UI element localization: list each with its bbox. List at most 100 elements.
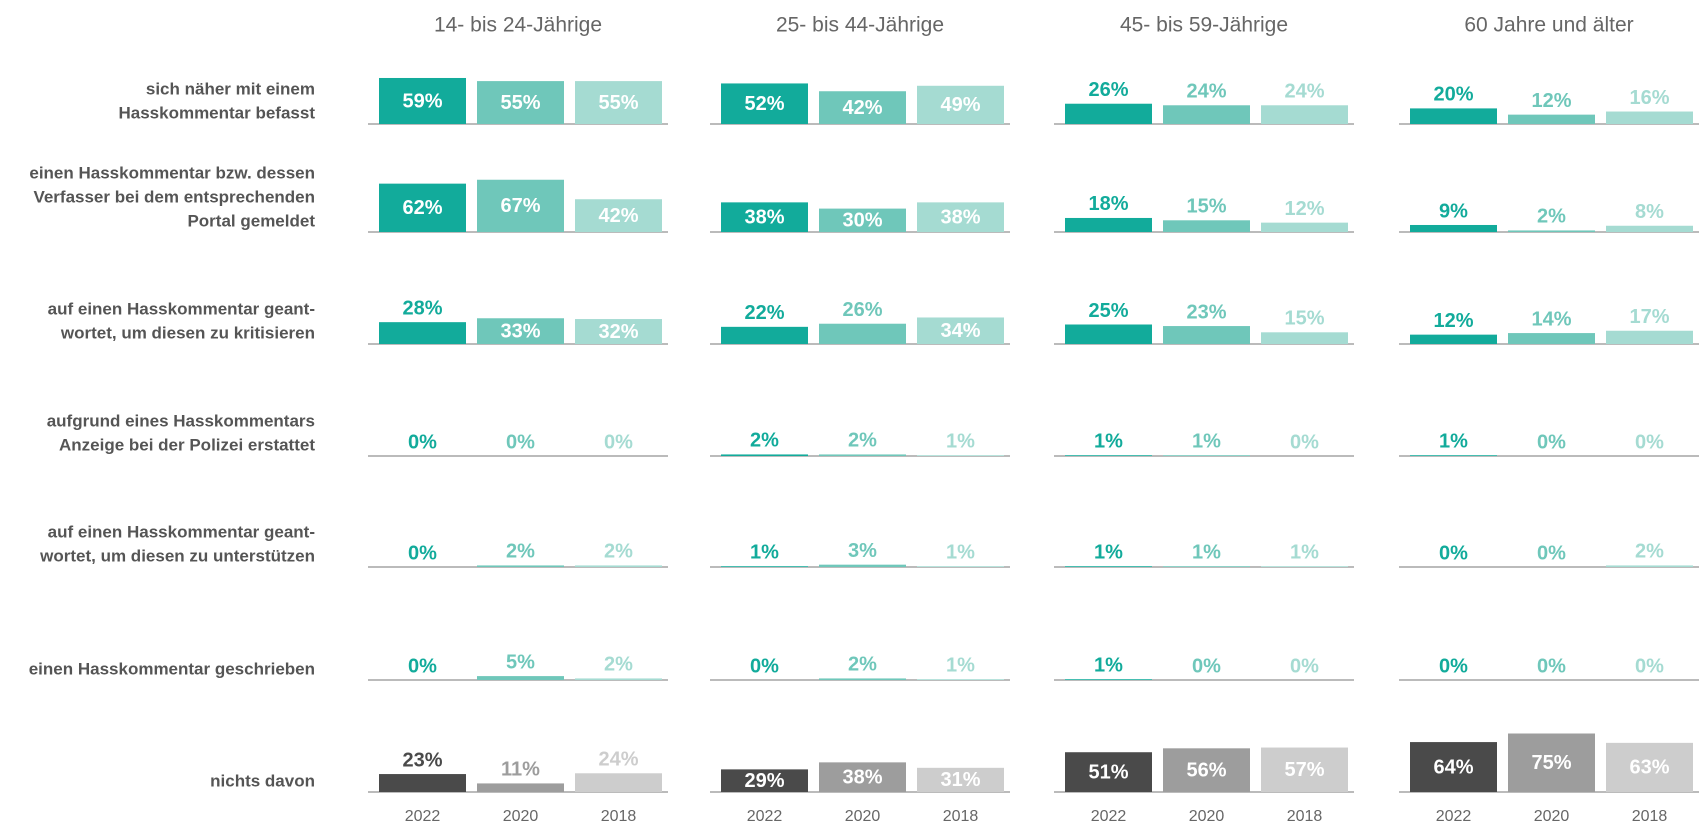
group-title: 45- bis 59-Jährige [1120,14,1288,37]
year-label: 2022 [1436,808,1472,825]
value-label: 11% [501,759,540,781]
row-label: aufgrund eines Hasskommentars [47,411,315,430]
value-label: 12% [1531,90,1571,112]
bar [1410,224,1497,232]
value-label: 1% [946,655,975,677]
value-label: 0% [506,431,535,453]
bar [1261,105,1348,124]
bar [379,77,466,124]
bar [917,202,1004,232]
bar [819,323,906,344]
value-label: 49% [940,94,980,116]
bar [1410,742,1497,792]
bar [1410,455,1497,456]
row-label: einen Hasskommentar geschrieben [29,659,315,678]
value-label: 29% [744,770,784,792]
value-label: 15% [1186,196,1226,218]
value-label: 51% [1088,761,1128,783]
year-label: 2018 [1287,808,1323,825]
bar [1606,225,1693,232]
bar [1508,733,1595,792]
bar [917,455,1004,456]
bar [1163,220,1250,232]
bar [917,85,1004,124]
row-label: sich näher mit einem [146,79,315,98]
value-label: 34% [940,320,980,342]
bar [819,208,906,232]
value-label: 23% [402,749,442,771]
value-label: 42% [598,205,638,227]
value-label: 59% [402,90,442,112]
bar [379,322,466,344]
value-label: 9% [1439,200,1468,222]
bar [917,679,1004,680]
value-label: 24% [1186,81,1226,103]
bar [819,762,906,792]
bar [1065,324,1152,344]
value-label: 15% [1284,308,1324,330]
row-label: Verfasser bei dem entsprechenden [33,187,315,206]
year-label: 2018 [943,808,979,825]
value-label: 31% [940,769,980,791]
bar [1065,103,1152,124]
value-label: 25% [1088,300,1128,322]
bar [1606,565,1693,567]
value-label: 28% [402,297,442,319]
bar [1163,326,1250,344]
value-label: 0% [1635,431,1664,453]
bar [917,767,1004,792]
value-label: 0% [1290,431,1319,453]
year-label: 2020 [1189,808,1225,825]
value-label: 20% [1433,84,1473,106]
value-label: 12% [1433,310,1473,332]
value-label: 42% [842,97,882,119]
bar [1606,742,1693,792]
value-label: 55% [500,92,540,114]
value-label: 18% [1088,193,1128,215]
value-label: 64% [1433,756,1473,778]
value-label: 1% [1192,542,1221,564]
value-label: 2% [506,541,535,563]
row-label: wortet, um diesen zu kritisieren [60,323,315,342]
bar [477,565,564,567]
value-label: 23% [1186,301,1226,323]
value-label: 16% [1629,87,1669,109]
bar [1065,566,1152,567]
bar [721,454,808,456]
bar [917,566,1004,567]
bar [721,326,808,344]
value-label: 1% [1290,542,1319,564]
value-label: 0% [750,655,779,677]
value-label: 33% [500,320,540,342]
value-label: 0% [604,431,633,453]
value-label: 2% [604,654,633,676]
value-label: 0% [1439,542,1468,564]
bar [575,81,662,124]
bar [1163,455,1250,456]
row-label: Anzeige bei der Polizei erstattet [59,435,315,454]
value-label: 2% [848,654,877,676]
bar [477,318,564,344]
value-label: 0% [1537,655,1566,677]
bar [379,183,466,232]
bar [575,678,662,680]
value-label: 2% [1635,541,1664,563]
bar [1606,111,1693,124]
value-label: 1% [1439,431,1468,453]
bar [477,179,564,232]
bar [1261,332,1348,344]
value-label: 3% [848,540,877,562]
group-title: 25- bis 44-Jährige [776,14,944,37]
value-label: 30% [842,210,882,232]
bar [1163,748,1250,792]
row-label: auf einen Hasskommentar geant- [48,522,315,541]
bar [1508,333,1595,344]
value-label: 26% [842,299,882,321]
bar [1261,222,1348,232]
value-label: 0% [408,431,437,453]
value-label: 0% [1635,655,1664,677]
value-label: 0% [1537,542,1566,564]
value-label: 5% [506,651,535,673]
bar [1065,679,1152,680]
year-label: 2022 [1091,808,1127,825]
